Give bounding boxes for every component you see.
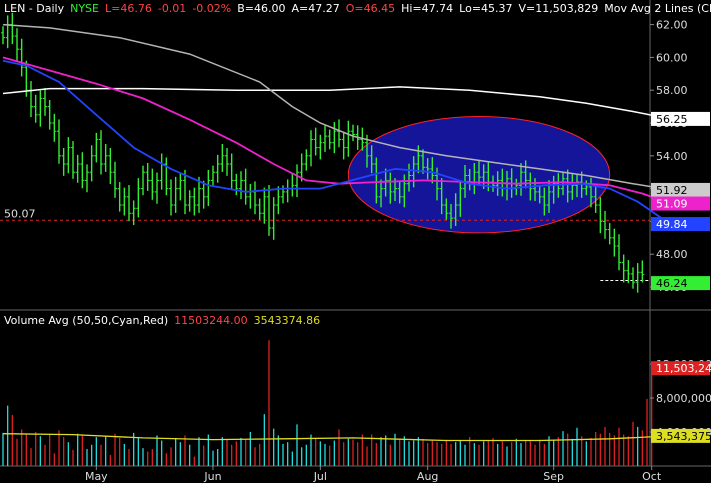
price-tag-bg [651, 217, 710, 232]
time-tick-label: Jul [313, 470, 327, 483]
volume-study-label: Volume Avg (50,50,Cyan,Red) [4, 314, 169, 327]
symbol-label: LEN - Daily [4, 2, 65, 15]
volume-tag-bg [651, 361, 710, 376]
volume-tag-label: 11,503,244 [656, 362, 711, 375]
price-tag-bg [651, 196, 710, 211]
volume-value: V=11,503,829 [518, 2, 599, 15]
price-tick-label: 48.00 [656, 248, 688, 261]
volume-header: Volume Avg (50,50,Cyan,Red) 11503244.00 35… [4, 314, 326, 327]
ask-value: A=47.27 [291, 2, 340, 15]
price-tick-label: 60.00 [656, 51, 688, 64]
price-tag-label: 49.84 [656, 218, 688, 231]
price-tag-label: 51.92 [656, 184, 688, 197]
open-value: O=46.45 [345, 2, 396, 15]
price-tick-label: 54.00 [656, 150, 688, 163]
time-tick-label: May [85, 470, 108, 483]
volume-tick-label: 8,000,000 [656, 392, 711, 405]
volume-avg-line [2, 433, 671, 442]
exchange-label: NYSE [70, 2, 99, 15]
change-pct: -0.02% [192, 2, 232, 15]
price-tag-label: 56.25 [656, 113, 688, 126]
price-header: LEN - Daily NYSE L=46.76 -0.01 -0.02% B=46.00… [4, 2, 711, 15]
price-tag-bg [651, 111, 710, 126]
study-label: Mov Avg 2 Lines (Close [604, 2, 711, 15]
price-tag-bg [651, 276, 710, 291]
high-value: Hi=47.74 [401, 2, 454, 15]
time-tick-label: Aug [417, 470, 438, 483]
volume-avg-value: 3543374.86 [253, 314, 321, 327]
price-tag-label: 46.24 [656, 277, 688, 290]
volume-study-value: 11503244.00 [174, 314, 248, 327]
support-level-label: 50.07 [4, 207, 36, 220]
volume-tag-label: 3,543,375 [656, 430, 711, 443]
time-tick-label: Sep [543, 470, 564, 483]
price-tick-label: 58.00 [656, 84, 688, 97]
bid-value: B=46.00 [237, 2, 286, 15]
price-bars [1, 12, 645, 293]
price-tag-bg [651, 182, 710, 197]
price-tag-label: 51.09 [656, 198, 688, 211]
low-value: Lo=45.37 [459, 2, 513, 15]
time-tick-label: Oct [642, 470, 662, 483]
last-price: L=46.76 [105, 2, 152, 15]
volume-bars [2, 340, 653, 466]
time-tick-label: Jun [203, 470, 221, 483]
ma-gray-line [2, 23, 671, 191]
change-value: -0.01 [157, 2, 187, 15]
price-tick-label: 62.00 [656, 19, 688, 32]
ma-blue-line [2, 59, 671, 225]
volume-tag-bg [651, 428, 710, 443]
